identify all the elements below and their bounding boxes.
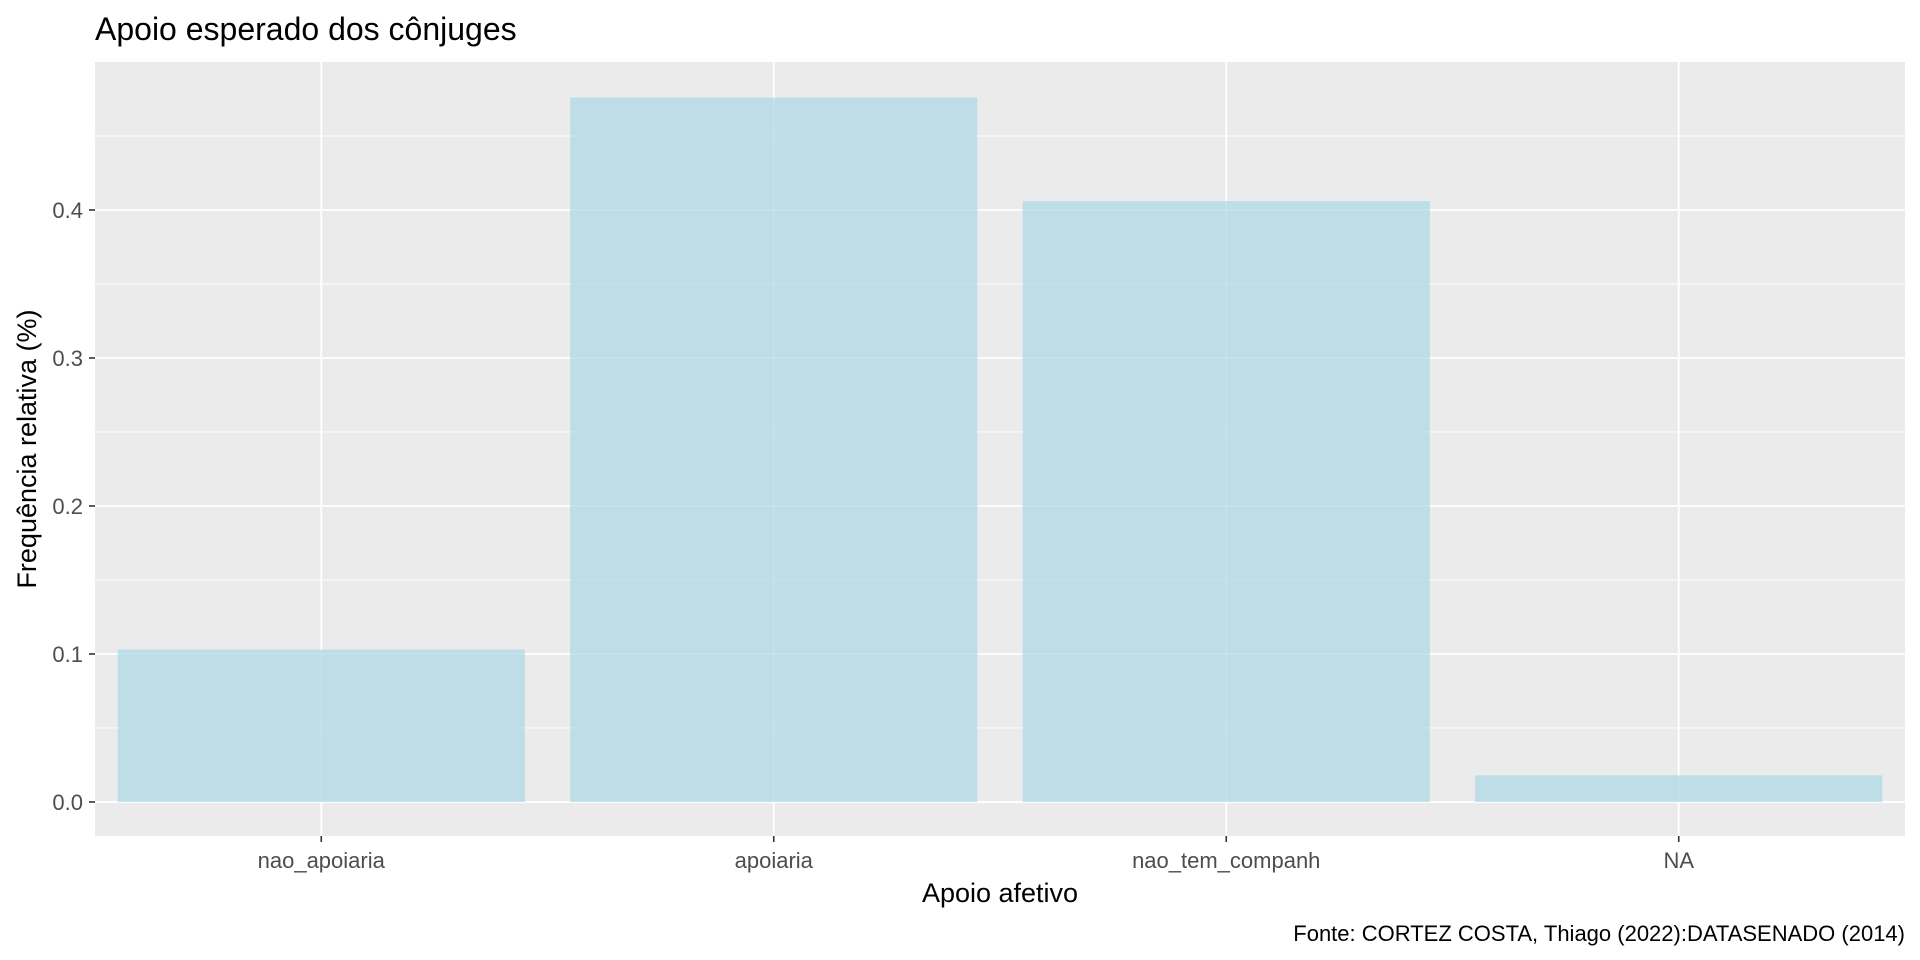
x-tick-label: apoiaria (735, 848, 814, 873)
bar-nao-apoiaria (117, 649, 525, 802)
y-tick-label: 0.3 (52, 346, 83, 371)
y-tick-label: 0.0 (52, 790, 83, 815)
y-tick-label: 0.1 (52, 642, 83, 667)
x-tick-label: nao_apoiaria (258, 848, 386, 873)
bar-apoiaria (570, 97, 978, 802)
x-axis: nao_apoiaria apoiaria nao_tem_companh NA (258, 836, 1694, 873)
y-tick-label: 0.4 (52, 198, 83, 223)
bars (117, 97, 1883, 802)
y-axis: 0.0 0.1 0.2 0.3 0.4 (52, 198, 95, 815)
x-axis-title: Apoio afetivo (922, 878, 1078, 908)
x-tick-label: nao_tem_companh (1132, 848, 1320, 873)
chart-title: Apoio esperado dos cônjuges (95, 11, 517, 47)
bar-na (1475, 775, 1883, 802)
y-axis-title: Frequência relativa (%) (12, 309, 42, 588)
y-tick-label: 0.2 (52, 494, 83, 519)
bar-nao-tem-companh (1022, 201, 1430, 802)
x-tick-label: NA (1663, 848, 1694, 873)
chart-caption: Fonte: CORTEZ COSTA, Thiago (2022):DATAS… (1293, 921, 1905, 946)
